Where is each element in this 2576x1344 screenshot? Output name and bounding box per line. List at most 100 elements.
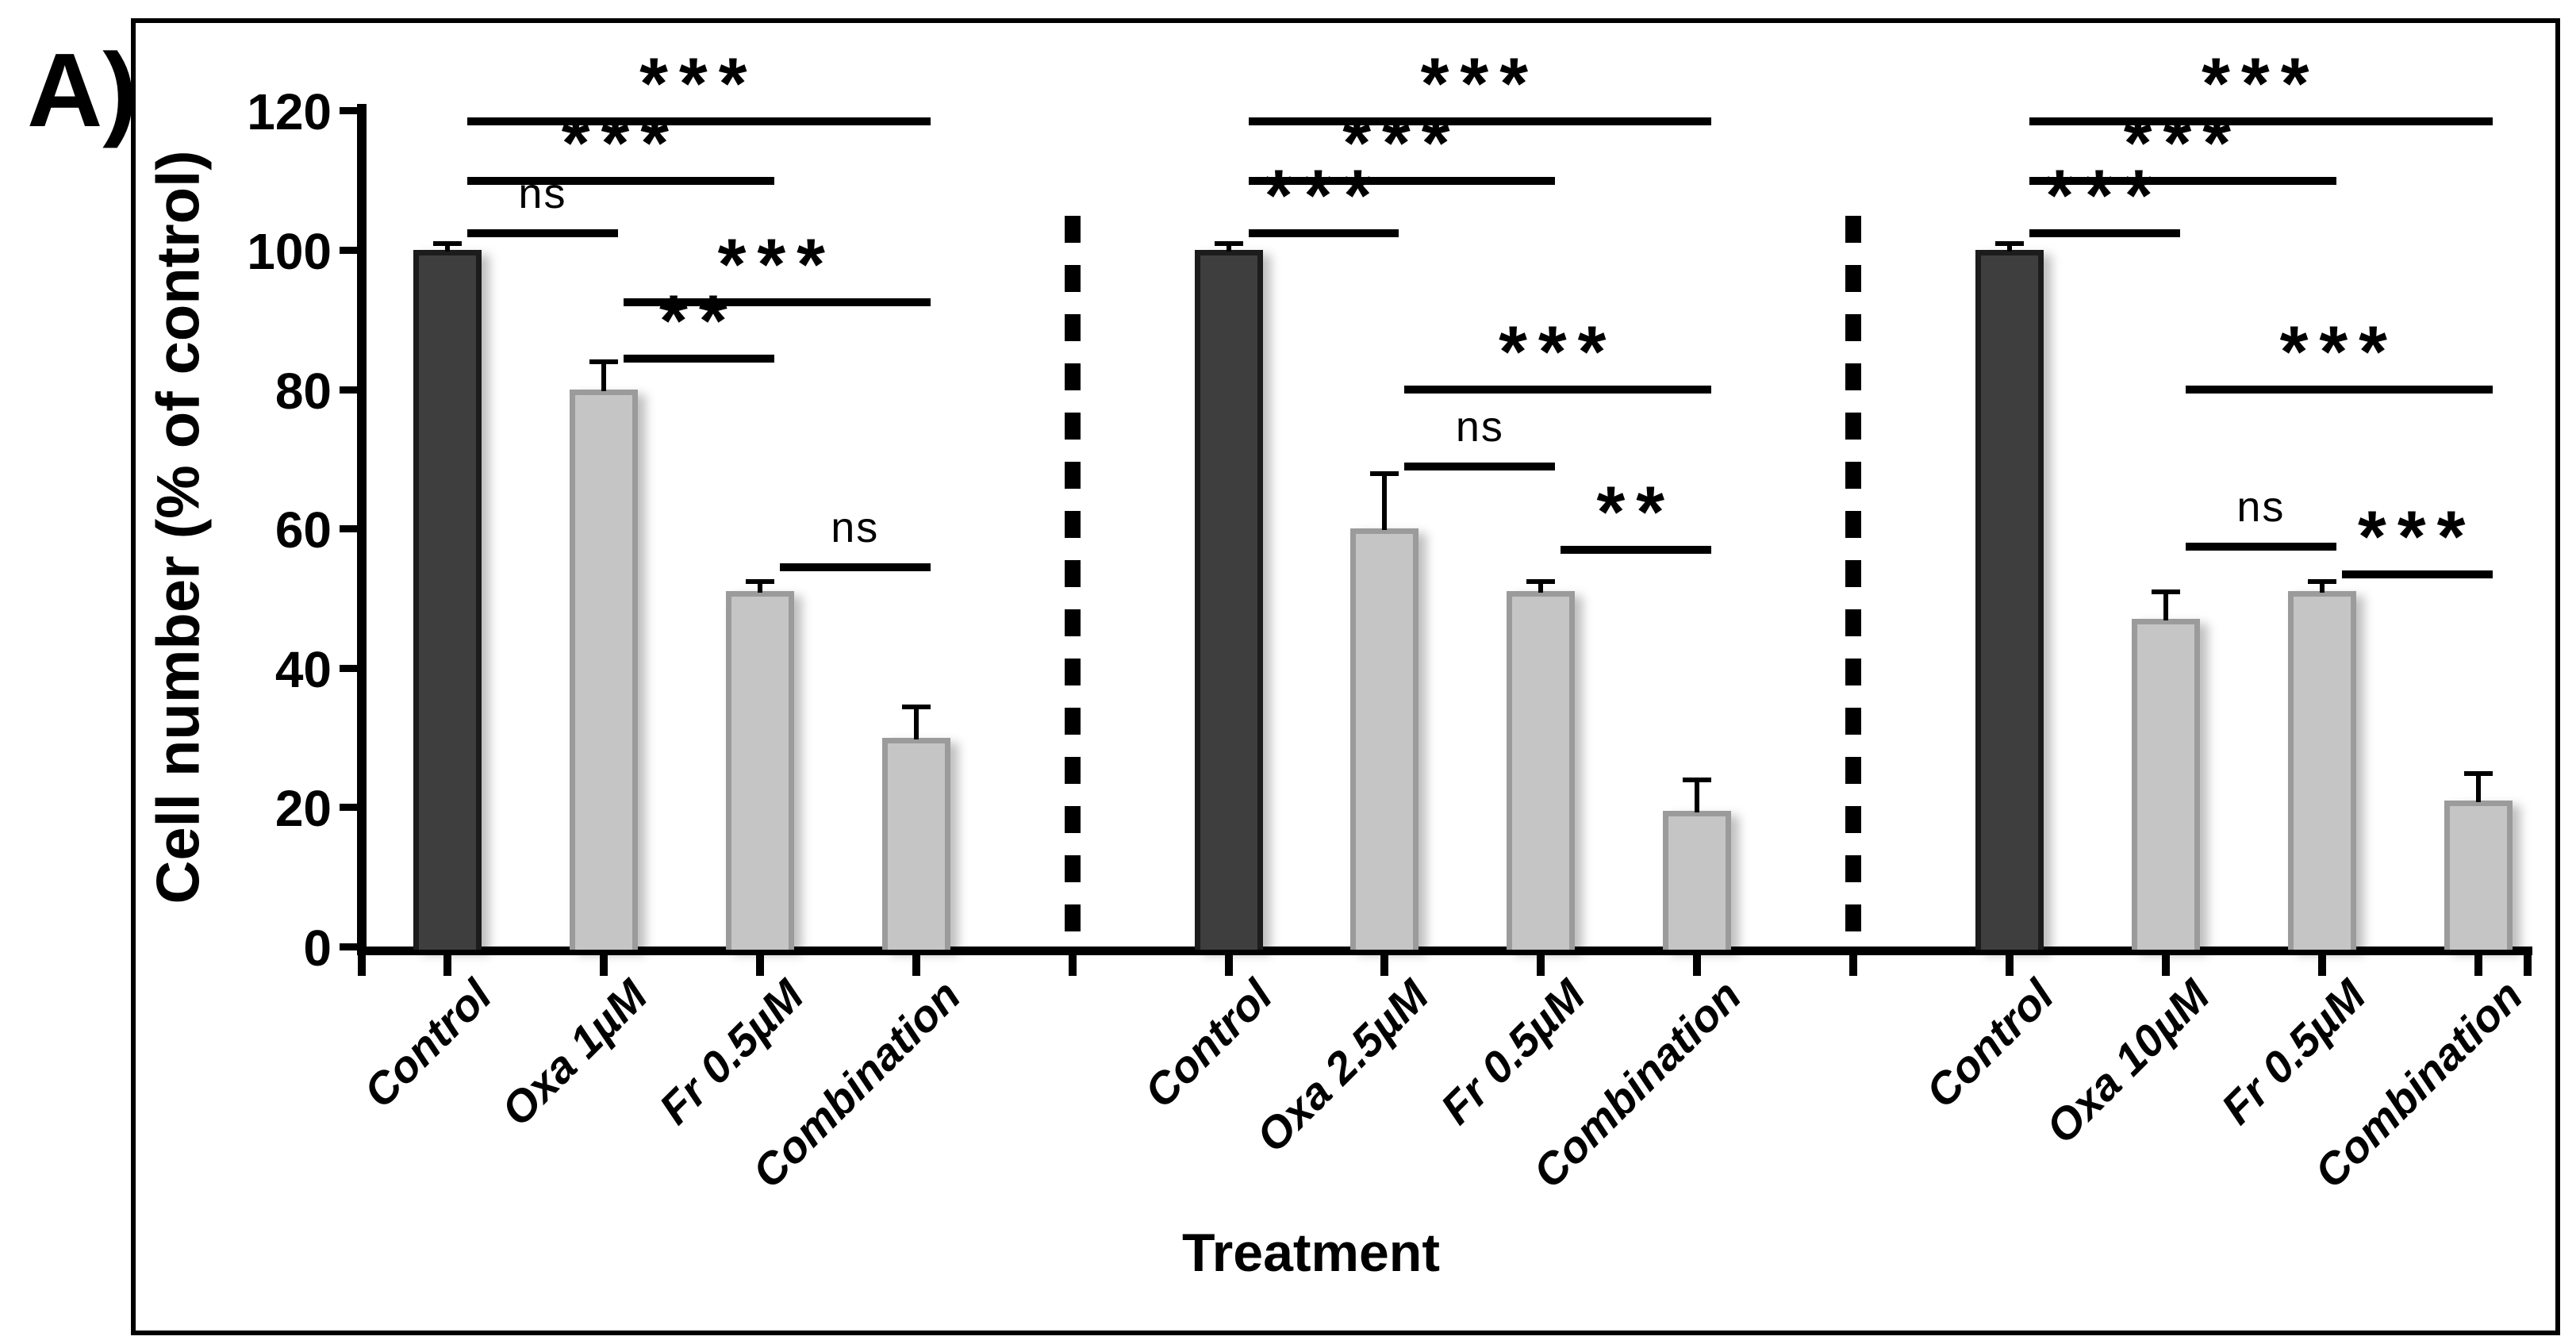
error-bar bbox=[1226, 243, 1231, 252]
significance-bracket-line bbox=[623, 354, 774, 363]
category-label: Fr 0.5µM bbox=[2212, 970, 2376, 1134]
error-bar-cap bbox=[1526, 579, 1556, 585]
significance-bracket-line bbox=[1404, 462, 1556, 470]
category-label: Oxa 1µM bbox=[491, 970, 658, 1135]
bar-treatment bbox=[2287, 591, 2356, 950]
bar-treatment bbox=[2131, 619, 2200, 950]
significance-label: ns bbox=[831, 504, 880, 552]
y-tick bbox=[340, 804, 359, 812]
x-tick bbox=[1849, 955, 1858, 976]
error-bar-cap bbox=[745, 579, 774, 585]
bar-treatment bbox=[725, 591, 794, 950]
x-tick bbox=[2524, 955, 2532, 976]
significance-bracket-line bbox=[2185, 386, 2493, 394]
error-bar-cap bbox=[901, 705, 931, 710]
bar-control bbox=[413, 250, 482, 950]
x-tick bbox=[755, 955, 764, 976]
significance-label: *** bbox=[2045, 155, 2164, 236]
significance-label: ns bbox=[1455, 402, 1504, 451]
significance-bracket-line bbox=[2185, 542, 2336, 551]
significance-label: ** bbox=[1596, 472, 1676, 554]
error-bar-cap bbox=[1370, 470, 1399, 476]
bar-treatment bbox=[2444, 800, 2513, 950]
y-axis-title: Cell number (% of control) bbox=[144, 150, 213, 904]
y-tick bbox=[340, 247, 359, 254]
significance-bracket-line bbox=[779, 563, 931, 572]
x-tick bbox=[912, 955, 920, 976]
x-tick bbox=[2161, 955, 2170, 976]
x-tick bbox=[2317, 955, 2326, 976]
x-axis-line bbox=[357, 947, 2532, 955]
y-tick bbox=[340, 943, 359, 950]
error-bar bbox=[757, 581, 762, 593]
x-tick bbox=[1537, 955, 1545, 976]
bar-treatment bbox=[1350, 528, 1419, 950]
bar-treatment bbox=[881, 737, 950, 950]
significance-label: *** bbox=[1499, 312, 1618, 394]
significance-bracket-line bbox=[1248, 228, 1399, 237]
significance-bracket-line bbox=[1404, 386, 1712, 394]
error-bar bbox=[2319, 581, 2325, 593]
error-bar-cap bbox=[2151, 589, 2180, 595]
y-tick bbox=[340, 664, 359, 672]
x-tick bbox=[443, 955, 451, 976]
y-tick-label: 20 bbox=[274, 780, 332, 838]
y-tick-label: 100 bbox=[247, 223, 332, 280]
error-bar bbox=[1538, 581, 1544, 593]
error-bar bbox=[2475, 772, 2481, 802]
y-tick-label: 0 bbox=[303, 920, 332, 977]
significance-bracket-line bbox=[467, 117, 931, 126]
significance-bracket-line bbox=[467, 228, 618, 237]
bar-treatment bbox=[569, 389, 638, 950]
category-label: Oxa 10µM bbox=[2036, 970, 2220, 1153]
y-tick-label: 60 bbox=[274, 501, 332, 559]
significance-label: *** bbox=[717, 225, 836, 306]
significance-bracket-line bbox=[2029, 176, 2336, 185]
y-tick-label: 80 bbox=[274, 362, 332, 420]
panel-label: A) bbox=[27, 32, 138, 148]
error-bar bbox=[913, 706, 919, 739]
significance-bracket-line bbox=[2341, 570, 2493, 578]
bar-treatment bbox=[1663, 810, 1732, 950]
error-bar bbox=[1695, 779, 1700, 812]
error-bar-cap bbox=[1995, 241, 2024, 247]
y-tick-label: 40 bbox=[274, 640, 332, 698]
category-label: Control bbox=[1134, 970, 1282, 1118]
significance-label: *** bbox=[639, 44, 758, 125]
error-bar-cap bbox=[1683, 778, 1712, 783]
x-tick bbox=[1224, 955, 1233, 976]
significance-bracket-line bbox=[2029, 228, 2180, 237]
significance-label: *** bbox=[2358, 496, 2477, 578]
x-axis-title: Treatment bbox=[1182, 1223, 1440, 1283]
category-label: Control bbox=[353, 970, 501, 1118]
significance-bracket-line bbox=[1248, 117, 1712, 126]
x-tick bbox=[599, 955, 608, 976]
significance-label: *** bbox=[1420, 44, 1540, 125]
y-tick-label: 120 bbox=[247, 83, 332, 141]
y-tick bbox=[340, 525, 359, 533]
x-tick bbox=[2474, 955, 2482, 976]
significance-label: *** bbox=[2202, 44, 2321, 125]
x-tick bbox=[2006, 955, 2014, 976]
error-bar-cap bbox=[589, 359, 618, 365]
bar-treatment bbox=[1507, 591, 1576, 950]
error-bar-cap bbox=[1214, 241, 1243, 247]
significance-label: *** bbox=[2279, 312, 2398, 394]
significance-bracket-line bbox=[1561, 546, 1712, 555]
x-tick bbox=[358, 955, 366, 976]
significance-label: ns bbox=[2236, 482, 2286, 531]
y-tick bbox=[340, 107, 359, 115]
y-tick bbox=[340, 386, 359, 394]
bar-control bbox=[1194, 250, 1263, 950]
y-axis-line bbox=[357, 104, 367, 954]
error-bar bbox=[2007, 243, 2012, 252]
error-bar-cap bbox=[2307, 579, 2336, 585]
x-tick bbox=[1068, 955, 1077, 976]
error-bar bbox=[2163, 591, 2168, 621]
group-separator bbox=[1845, 216, 1862, 947]
category-label: Fr 0.5µM bbox=[650, 970, 814, 1134]
significance-label: ** bbox=[659, 280, 739, 362]
x-tick bbox=[1693, 955, 1702, 976]
